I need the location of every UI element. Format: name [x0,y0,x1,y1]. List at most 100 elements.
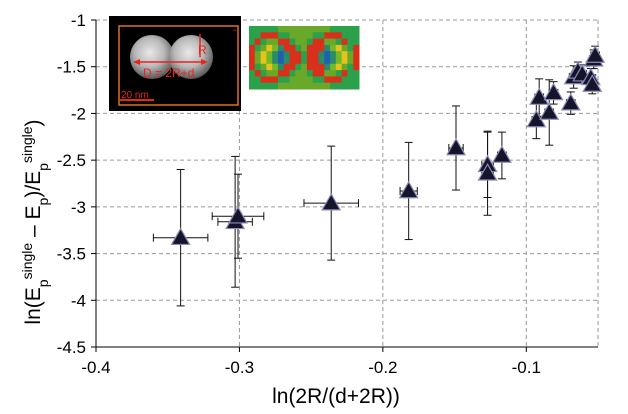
field-map-cell [301,51,308,58]
data-point [491,145,512,163]
field-map-cell [306,57,314,65]
field-map-cell [260,63,267,71]
field-map-cell [324,76,331,84]
data-point [543,82,564,101]
data-point [398,180,419,199]
y-title-sup3: single [19,126,35,163]
field-map-cell [312,51,319,58]
inset-micrograph: R D = 2R+d ~ 20 nm [109,16,241,111]
field-map-cell [335,57,343,65]
field-map-cell [272,26,279,33]
field-map-cell [254,51,262,58]
field-map-cell [353,82,360,90]
field-map-cell [312,38,319,46]
field-map-cell [318,57,325,65]
particle-right [169,35,213,79]
field-map-cell [330,76,337,84]
field-map-cell [295,70,302,77]
y-title-sub1: p [35,279,51,287]
distance-label: D = 2R+d [143,66,194,80]
data-point [529,87,550,105]
field-map-cell [306,44,314,52]
field-map-cell [301,26,308,33]
field-map-cell [254,32,262,40]
field-map-cell [277,63,285,71]
field-map-cell [254,70,262,77]
field-map-cell [330,51,337,58]
field-map-cell [330,70,337,77]
field-map-cell [283,70,291,77]
field-map-cell [312,70,319,77]
field-map-cell [306,70,314,77]
field-map-cell [283,82,291,90]
field-map-cell [266,38,273,46]
field-map-cell [260,26,267,33]
field-map-cell [301,57,308,65]
field-map-cell [272,76,279,84]
field-map-cell [249,70,256,77]
y-title-sup1: single [19,243,35,280]
field-map-cell [277,57,285,65]
field-map-cell [324,51,331,58]
field-map-cell [254,44,262,52]
field-map-cell [295,32,302,40]
y-tick-label: -3.5 [57,245,86,264]
corner-glyph: ~ [232,26,237,35]
field-map-cell [254,82,262,90]
field-map-cell [260,76,267,84]
field-map-cell [330,82,337,90]
field-map-cell [324,82,331,90]
field-map-cell [353,51,360,58]
field-map-cell [341,57,348,65]
field-map-cell [347,26,354,33]
y-tick-label: -1.5 [57,58,86,77]
field-map-cell [272,44,279,52]
field-map-cell [301,32,308,40]
field-map-cell [341,76,348,84]
field-map-cell [347,32,354,40]
field-map-cell [266,57,273,65]
field-map-cell [295,51,302,58]
y-title-mid2: )/E [22,171,45,198]
field-map-cell [330,44,337,52]
field-map-cell [335,38,343,46]
field-map-cell [306,63,314,71]
field-map-cell [341,82,348,90]
field-map-cell [301,82,308,90]
field-map-cell [353,26,360,33]
data-point [582,74,603,92]
field-map-cell [306,38,314,46]
scale-bar-label: 20 nm [121,90,149,101]
field-map-cell [347,57,354,65]
field-map-cell [260,44,267,52]
field-map-cell [289,57,296,65]
field-map-cell [312,63,319,71]
field-map-cell [260,70,267,77]
data-point [477,163,498,181]
field-map-cell [330,38,337,46]
radius-label: R [198,43,207,57]
field-map-cell [353,70,360,77]
field-map-cell [277,82,285,90]
field-map-cell [347,82,354,90]
field-map-cell [272,32,279,40]
field-map-cell [335,32,343,40]
x-tick-label: -0.2 [368,358,397,377]
field-map-cell [266,26,273,33]
x-tick-label: -0.3 [225,358,254,377]
field-map-cell [289,82,296,90]
inset-field-map [249,26,360,90]
y-title-mid: – E [22,205,45,242]
field-map-cell [318,26,325,33]
field-map-cell [283,57,291,65]
field-map-cell [295,57,302,65]
y-tick-label: -4.5 [57,338,86,357]
field-map-cell [347,63,354,71]
field-map-cell [330,26,337,33]
field-map-cell [266,51,273,58]
field-map-cell [272,57,279,65]
field-map-cell [353,32,360,40]
field-map-cell [266,63,273,71]
field-map-cell [277,26,285,33]
field-map-cell [272,82,279,90]
